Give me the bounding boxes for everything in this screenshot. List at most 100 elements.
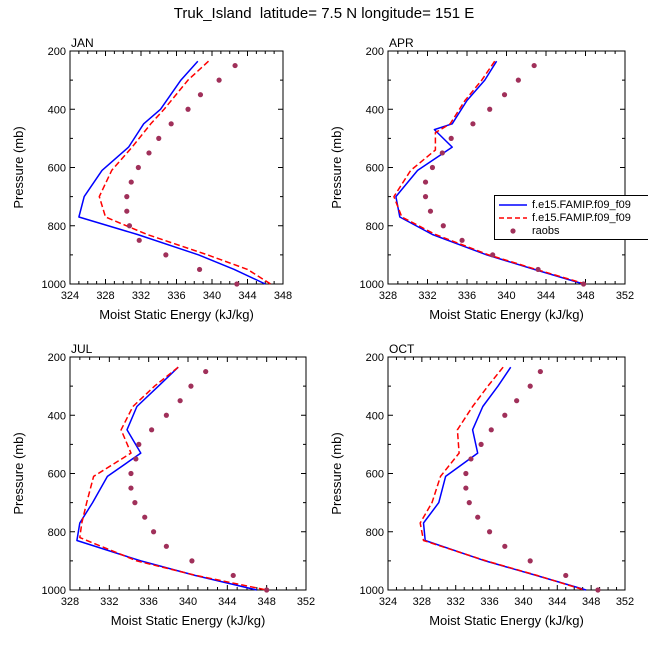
obs-point	[502, 412, 508, 418]
obs-point	[515, 77, 521, 83]
obs-point	[427, 208, 434, 214]
x-tick-label: 328	[413, 596, 431, 608]
obs-point	[486, 529, 493, 535]
obs-point	[163, 412, 169, 418]
x-tick-label: 328	[379, 290, 397, 302]
panel-title: JUL	[71, 342, 93, 356]
legend-item-model-1: f.e15.FAMIP.f09_f09	[495, 198, 648, 212]
obs-point	[537, 368, 543, 375]
obs-point	[136, 441, 142, 447]
obs-point	[177, 398, 183, 404]
plot-frame	[387, 50, 626, 285]
y-tick-label: 1000	[360, 585, 384, 597]
y-tick-label: 400	[48, 410, 66, 422]
y-tick-label: 600	[48, 469, 66, 481]
y-tick-label: 1000	[42, 279, 66, 291]
x-tick-label: 324	[379, 596, 397, 608]
obs-point	[475, 514, 481, 520]
x-tick-label: 328	[96, 290, 114, 302]
obs-point	[502, 543, 508, 549]
y-axis-label: Pressure (mb)	[329, 432, 344, 514]
x-tick-label: 336	[480, 596, 498, 608]
obs-point	[234, 281, 240, 287]
obs-point	[163, 252, 169, 258]
x-tick-label: 348	[582, 596, 600, 608]
y-axis-label: Pressure (mb)	[11, 432, 26, 514]
x-axis-label: Moist Static Energy (kJ/kg)	[429, 613, 584, 628]
legend-label: raobs	[532, 225, 560, 237]
y-tick-label: 800	[48, 527, 66, 539]
obs-point	[126, 223, 133, 229]
y-tick-label: 200	[48, 46, 66, 58]
obs-point	[188, 383, 194, 389]
obs-point	[440, 223, 446, 229]
x-tick-label: 332	[447, 596, 465, 608]
obs-point	[156, 135, 162, 141]
obs-point	[124, 208, 130, 214]
x-tick-label: 340	[514, 596, 532, 608]
obs-point	[563, 572, 569, 579]
obs-point	[463, 485, 469, 491]
x-tick-label: 336	[139, 596, 157, 608]
x-tick-label: 332	[132, 290, 150, 302]
x-tick-label: 332	[100, 596, 118, 608]
obs-point	[264, 587, 270, 593]
obs-point	[514, 398, 520, 404]
obs-point	[490, 252, 496, 258]
obs-point	[468, 456, 474, 462]
x-tick-label: 324	[61, 290, 79, 302]
x-tick-label: 348	[274, 290, 292, 302]
figure-title: Truk_Island latitude= 7.5 N longitude= 1…	[173, 5, 475, 22]
obs-point	[146, 150, 152, 156]
obs-point	[422, 194, 429, 200]
x-tick-label: 332	[418, 290, 436, 302]
obs-point	[463, 470, 469, 477]
x-tick-label: 340	[179, 596, 197, 608]
obs-point	[185, 106, 191, 112]
obs-point	[580, 281, 587, 287]
x-tick-label: 344	[218, 596, 236, 608]
obs-point	[478, 441, 484, 447]
y-tick-label: 800	[48, 221, 66, 233]
obs-point	[422, 179, 429, 185]
x-axis-label: Moist Static Energy (kJ/kg)	[429, 307, 584, 322]
obs-point	[466, 500, 472, 506]
obs-point	[128, 485, 134, 491]
y-tick-label: 1000	[42, 585, 66, 597]
model-2-line	[393, 60, 586, 285]
obs-point	[527, 383, 533, 389]
obs-point	[149, 427, 155, 433]
y-tick-label: 200	[48, 352, 66, 364]
plot-frame	[69, 356, 307, 591]
x-tick-label: 340	[497, 290, 515, 302]
obs-point	[150, 529, 157, 535]
legend-dashed-line-icon	[499, 217, 527, 219]
obs-point	[595, 587, 601, 593]
x-tick-label: 344	[537, 290, 555, 302]
model-1-line	[395, 60, 584, 285]
obs-point	[439, 150, 445, 156]
x-tick-label: 336	[167, 290, 185, 302]
obs-point	[230, 572, 236, 579]
y-tick-label: 400	[48, 104, 66, 116]
legend-item-model-2: f.e15.FAMIP.f09_f09	[495, 211, 648, 225]
legend-label: f.e15.FAMIP.f09_f09	[532, 199, 631, 211]
obs-point	[135, 164, 141, 171]
obs-point	[216, 77, 222, 83]
model-1-line	[76, 366, 257, 591]
x-tick-label: 348	[257, 596, 275, 608]
panel-title: OCT	[389, 342, 415, 356]
legend-solid-line-icon	[499, 204, 527, 206]
obs-point	[197, 92, 204, 98]
obs-point	[488, 427, 494, 433]
y-tick-label: 600	[366, 469, 384, 481]
obs-point	[128, 179, 134, 185]
obs-point	[142, 514, 148, 520]
legend-dot-icon	[510, 228, 516, 234]
obs-point	[487, 106, 493, 112]
obs-point	[501, 92, 508, 98]
obs-point	[163, 543, 169, 549]
panel-title: APR	[389, 36, 414, 50]
x-tick-label: 340	[203, 290, 221, 302]
